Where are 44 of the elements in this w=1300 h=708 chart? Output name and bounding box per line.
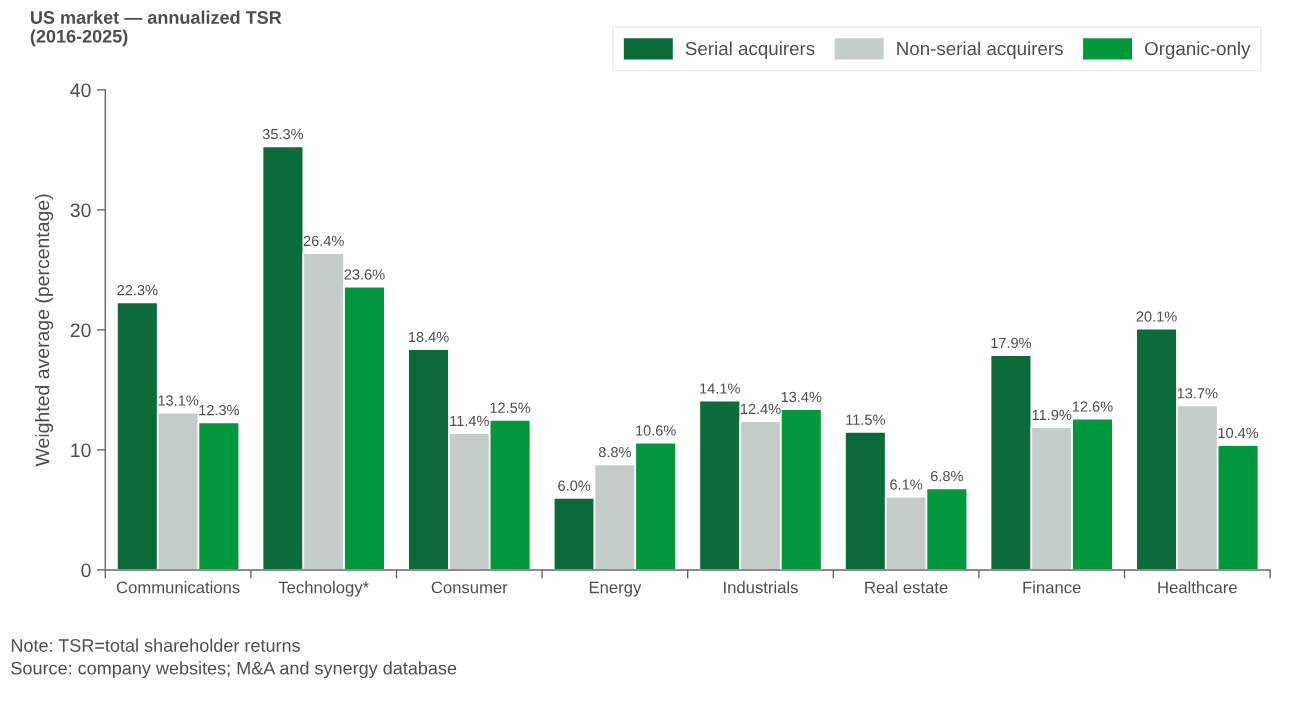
data-label: 12.4% — [740, 403, 781, 415]
x-tick-label: Real estate — [865, 581, 948, 594]
legend-label: Serial acquirers — [685, 41, 815, 59]
data-label: 8.8% — [598, 446, 631, 458]
data-label: 11.9% — [1032, 409, 1072, 421]
data-label: 10.4% — [1218, 427, 1259, 439]
x-tick-label: Technology* — [278, 581, 369, 597]
x-tick-label: Industrials — [724, 581, 798, 594]
data-label: 12.5% — [490, 402, 531, 413]
data-label: 11.5% — [846, 414, 885, 425]
data-label: 22.3% — [117, 284, 158, 296]
data-label: 17.9% — [991, 337, 1032, 349]
data-label: 11.4% — [450, 415, 489, 427]
x-tick-label: Communications — [116, 581, 240, 594]
legend-label: Non-serial acquirers — [897, 41, 1063, 59]
x-tick-label: Consumer — [431, 581, 508, 594]
data-label: 12.6% — [1072, 401, 1113, 412]
data-label: 6.8% — [930, 470, 963, 482]
chart-title: US market — annualized TSR (2016-2025) — [30, 10, 282, 47]
data-label: 18.4% — [408, 331, 449, 343]
data-label: 10.6% — [636, 425, 676, 436]
y-tick-label: 10 — [71, 443, 91, 458]
data-label: 20.1% — [1136, 311, 1177, 322]
y-axis-title: Weighted average (percentage) — [34, 194, 54, 467]
data-label: 13.1% — [158, 395, 199, 406]
data-label: 6.1% — [890, 479, 923, 490]
data-label: 12.3% — [199, 404, 240, 416]
data-label: 13.4% — [781, 391, 822, 403]
data-label: 26.4% — [303, 235, 344, 247]
data-label: 35.3% — [262, 128, 304, 140]
data-label: 13.7% — [1177, 388, 1218, 399]
legend-label: Organic-only — [1145, 41, 1251, 59]
data-label: 14.1% — [700, 383, 740, 394]
data-label: 23.6% — [344, 269, 385, 280]
source-note: Source: company websites; M&A and synergy database — [11, 661, 457, 679]
y-tick-label: 30 — [70, 203, 91, 218]
data-label: 6.0% — [558, 480, 591, 491]
x-tick-label: Finance — [1023, 581, 1081, 594]
y-tick-label: 0 — [81, 563, 91, 578]
y-tick-label: 40 — [70, 83, 91, 98]
x-tick-label: Energy — [589, 581, 642, 597]
x-tick-label: Healthcare — [1158, 581, 1237, 594]
y-tick-label: 20 — [70, 323, 91, 338]
text: Note: TSR=total shareholder returns — [11, 638, 300, 652]
